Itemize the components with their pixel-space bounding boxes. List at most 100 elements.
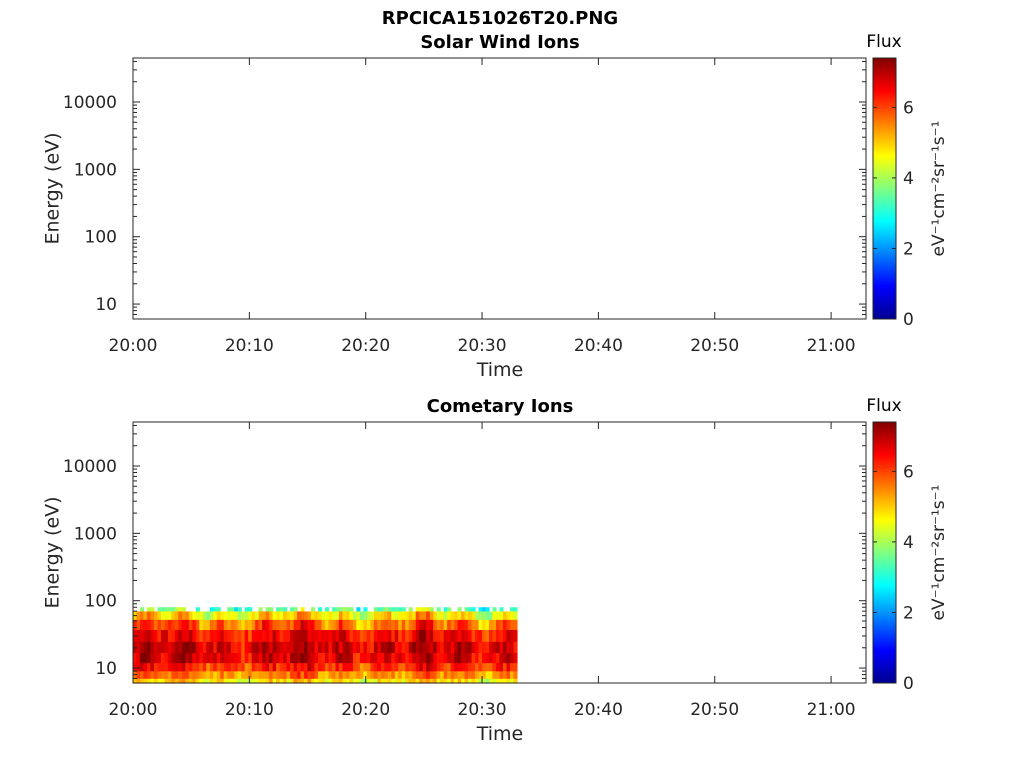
heatmap-cell — [384, 641, 389, 654]
x-axis: 20:00 20:10 20:20 20:30 20:40 20:50 21:00 — [109, 422, 856, 720]
heatmap-cell — [380, 653, 385, 664]
heatmap-cell — [192, 611, 197, 621]
heatmap-cell — [482, 607, 487, 613]
heatmap-cell — [178, 641, 183, 654]
heatmap-cell — [499, 611, 504, 621]
heatmap-cell — [454, 671, 459, 680]
heatmap-cell — [436, 678, 441, 684]
heatmap-cell — [373, 607, 378, 613]
heatmap-cell — [255, 671, 260, 680]
heatmap-cell — [185, 619, 190, 631]
heatmap-cell — [468, 653, 473, 664]
heatmap-cell — [304, 653, 309, 664]
heatmap-cell — [509, 653, 515, 664]
heatmap-cell — [387, 629, 392, 643]
heatmap-cell — [457, 663, 462, 672]
x-tick-label: 20:50 — [690, 336, 739, 356]
heatmap-cell — [248, 663, 253, 672]
heatmap-cell — [178, 629, 183, 643]
heatmap-cell — [153, 663, 159, 672]
heatmap-cell — [419, 663, 424, 672]
heatmap-cell — [401, 641, 406, 654]
heatmap-cell — [489, 671, 494, 680]
heatmap-cell — [272, 653, 277, 664]
heatmap-cell — [482, 653, 487, 664]
heatmap-cell — [464, 663, 469, 672]
heatmap-cell — [345, 653, 351, 664]
heatmap-cell — [398, 653, 403, 664]
heatmap-cell — [314, 671, 319, 680]
heatmap-cell — [150, 607, 155, 613]
heatmap-cell — [133, 678, 138, 684]
heatmap-cell — [160, 629, 166, 643]
heatmap-cell — [349, 653, 354, 664]
heatmap-cell — [471, 671, 476, 680]
heatmap-cell — [408, 663, 413, 672]
heatmap-cell — [478, 619, 483, 631]
heatmap-cell — [262, 663, 267, 672]
heatmap-cell — [419, 653, 424, 664]
heatmap-cell — [509, 619, 515, 631]
heatmap-cell — [297, 653, 302, 664]
heatmap-cell — [321, 663, 326, 672]
heatmap-cell — [366, 629, 371, 643]
heatmap-cell — [283, 619, 288, 631]
heatmap-cell — [513, 671, 518, 680]
heatmap-cell — [450, 678, 455, 684]
heatmap-cell — [443, 629, 448, 643]
heatmap-cell — [297, 641, 302, 654]
heatmap-cell — [171, 641, 176, 654]
heatmap-cell — [293, 641, 298, 654]
heatmap-cell — [335, 671, 340, 680]
plot-frame — [132, 421, 867, 684]
heatmap-cell — [209, 619, 214, 631]
heatmap-cell — [276, 653, 281, 664]
heatmap-cell — [160, 653, 166, 664]
heatmap-cell — [258, 611, 263, 621]
heatmap-cell — [206, 641, 211, 654]
heatmap-cell — [318, 607, 323, 613]
heatmap-cell — [356, 653, 361, 664]
heatmap-cell — [496, 671, 501, 680]
heatmap-cell — [262, 629, 267, 643]
heatmap-cell — [311, 663, 316, 672]
heatmap-cell — [394, 611, 399, 621]
heatmap-cell — [195, 671, 200, 680]
heatmap-cell — [509, 611, 515, 621]
x-tick-label: 20:30 — [458, 700, 507, 720]
heatmap-cell — [192, 619, 197, 631]
heatmap-cell — [269, 671, 274, 680]
heatmap-cell — [391, 607, 396, 613]
heatmap-cell — [443, 607, 448, 613]
heatmap-cell — [269, 607, 274, 613]
heatmap-cell — [300, 607, 305, 613]
heatmap-cell — [213, 663, 218, 672]
heatmap-cell — [290, 671, 295, 680]
heatmap-cell — [150, 619, 155, 631]
heatmap-cell — [188, 619, 193, 631]
heatmap-cell — [223, 629, 228, 643]
heatmap-cell — [426, 671, 431, 680]
heatmap-cell — [471, 611, 476, 621]
heatmap-cell — [412, 611, 417, 621]
heatmap-cell — [335, 619, 340, 631]
heatmap-cell — [276, 641, 281, 654]
heatmap-cell — [387, 611, 392, 621]
heatmap-cell — [223, 663, 228, 672]
heatmap-cell — [311, 653, 316, 664]
heatmap-cell — [359, 641, 364, 654]
heatmap-cell — [366, 663, 371, 672]
heatmap-cell — [377, 671, 382, 680]
colorbar-tick-label: 4 — [903, 169, 914, 189]
heatmap-cell — [164, 653, 169, 664]
heatmap-cell — [324, 619, 330, 631]
heatmap-cell — [251, 663, 256, 672]
heatmap-cell — [331, 641, 337, 654]
heatmap-cell — [366, 653, 371, 664]
heatmap-cell — [272, 619, 277, 631]
heatmap-cell — [422, 619, 427, 631]
heatmap-cell — [356, 607, 361, 613]
heatmap-cell — [324, 663, 330, 672]
heatmap-cell — [482, 641, 487, 654]
heatmap-cell — [380, 629, 385, 643]
